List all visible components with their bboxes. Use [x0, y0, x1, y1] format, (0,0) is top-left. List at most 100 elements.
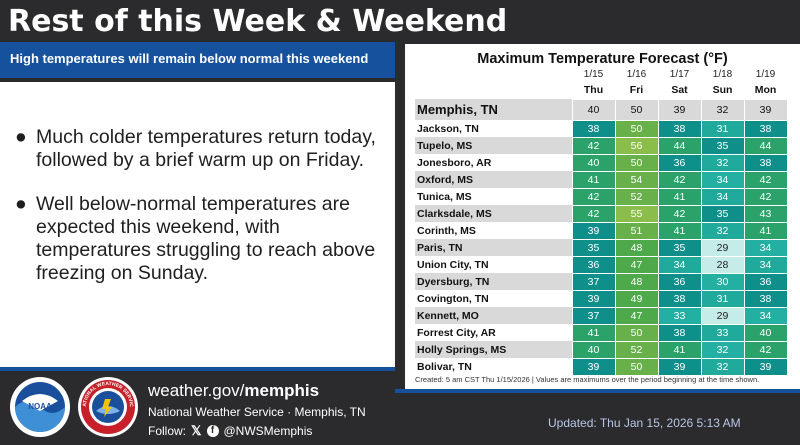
city-name: Corinth, MS: [417, 224, 476, 237]
temperature-cell: 34: [743, 255, 788, 274]
follow-row: Follow: 𝕏 f @NWSMemphis: [148, 423, 312, 439]
forecast-row: Paris, TN 35 48 35 29 34: [415, 238, 788, 257]
temperature-cell: 40: [743, 323, 788, 342]
temperature-cell: 29: [700, 306, 745, 325]
temperature-cell: 38: [571, 119, 616, 138]
temperature-cell: 35: [571, 238, 616, 257]
temperature-cell: 38: [743, 119, 788, 138]
temperature-cell: 50: [614, 119, 659, 138]
temperature-cell: 48: [614, 238, 659, 257]
forecast-row: Bolivar, TN 39 50 39 32 39: [415, 357, 788, 376]
temperature-cell: 39: [743, 357, 788, 376]
temperature-cell: 40: [571, 98, 616, 121]
corner-cell: [415, 68, 572, 82]
website-link[interactable]: weather.gov/memphis: [148, 380, 319, 402]
day-header: Sat: [671, 84, 688, 97]
temperature-cell: 31: [700, 289, 745, 308]
bullet-dot-icon: ●: [15, 126, 27, 148]
temperature-cell: 39: [571, 289, 616, 308]
temperature-cell: 31: [700, 119, 745, 138]
forecast-footnote: Created: 5 am CST Thu 1/15/2026 | Values…: [415, 375, 760, 384]
temperature-cell: 35: [700, 204, 745, 223]
temperature-cell: 41: [657, 187, 702, 206]
corner-cell: [415, 82, 572, 99]
temperature-cell: 39: [571, 221, 616, 240]
divider: [395, 389, 800, 393]
temperature-cell: 52: [614, 340, 659, 359]
forecast-row: Kennett, MO 37 47 33 29 34: [415, 306, 788, 325]
temperature-cell: 48: [614, 272, 659, 291]
day-header: Fri: [629, 84, 644, 97]
updated-timestamp: Updated: Thu Jan 15, 2026 5:13 AM: [548, 416, 741, 430]
temperature-cell: 38: [657, 119, 702, 138]
temperature-cell: 47: [614, 306, 659, 325]
temperature-cell: 38: [743, 289, 788, 308]
city-name: Covington, TN: [417, 292, 489, 305]
forecast-table: 1/15 1/16 1/17 1/18 1/19 Thu Fri Sat Sun…: [415, 68, 788, 376]
temperature-cell: 39: [743, 98, 788, 121]
page-title: Rest of this Week & Weekend: [8, 4, 508, 39]
facebook-icon[interactable]: f: [206, 425, 219, 437]
date-header: 1/16: [626, 69, 647, 80]
temperature-cell: 42: [743, 340, 788, 359]
temperature-cell: 50: [614, 98, 659, 121]
temperature-cell: 41: [657, 340, 702, 359]
subtitle-bar: [0, 42, 395, 78]
temperature-cell: 37: [571, 272, 616, 291]
forecast-title: Maximum Temperature Forecast (°F): [477, 51, 728, 67]
city-name: Union City, TN: [417, 258, 489, 271]
temperature-cell: 38: [657, 289, 702, 308]
temperature-cell: 42: [571, 187, 616, 206]
city-name: Oxford, MS: [415, 171, 572, 188]
temperature-cell: 54: [614, 170, 659, 189]
temperature-cell: 41: [657, 221, 702, 240]
forecast-row: Union City, TN 36 47 34 28 34: [415, 255, 788, 274]
city-name: Tupelo, MS: [415, 137, 572, 154]
date-header: 1/17: [669, 69, 690, 80]
bullet-item: ● Much colder temperatures return today, …: [14, 126, 384, 172]
temperature-cell: 34: [700, 187, 745, 206]
temperature-cell: 50: [614, 323, 659, 342]
x-icon[interactable]: 𝕏: [191, 423, 202, 438]
temperature-cell: 42: [571, 136, 616, 155]
temperature-cell: 37: [571, 306, 616, 325]
temperature-cell: 36: [571, 255, 616, 274]
temperature-cell: 30: [700, 272, 745, 291]
forecast-panel: Maximum Temperature Forecast (°F) 1/15 1…: [405, 44, 800, 389]
agency-name: National Weather Service · Memphis, TN: [148, 405, 366, 419]
temperature-cell: 34: [743, 306, 788, 325]
forecast-row: Jackson, TN 38 50 38 31 38: [415, 119, 788, 138]
temperature-cell: 55: [614, 204, 659, 223]
city-name: Paris, TN: [415, 239, 572, 256]
temperature-cell: 42: [571, 204, 616, 223]
city-name: Tunica, MS: [417, 190, 472, 203]
noaa-logo-text: NOAA: [28, 402, 52, 411]
date-header: 1/18: [712, 69, 733, 80]
forecast-row: Corinth, MS 39 51 41 32 41: [415, 221, 788, 240]
page-subtitle: High temperatures will remain below norm…: [10, 51, 369, 66]
forecast-row: Tunica, MS 42 52 41 34 42: [415, 187, 788, 206]
noaa-logo: NOAA: [10, 377, 70, 437]
temperature-cell: 43: [743, 204, 788, 223]
temperature-cell: 36: [657, 272, 702, 291]
temperature-cell: 32: [700, 153, 745, 172]
temperature-cell: 52: [614, 187, 659, 206]
forecast-row: Tupelo, MS 42 56 44 35 44: [415, 136, 788, 155]
temperature-cell: 39: [571, 357, 616, 376]
city-name: Jonesboro, AR: [417, 156, 492, 169]
bullet-list: ● Much colder temperatures return today, …: [14, 126, 384, 306]
site-bold: memphis: [244, 381, 320, 400]
city-name: Holly Springs, MS: [415, 341, 572, 358]
forecast-row: Holly Springs, MS 40 52 41 32 42: [415, 340, 788, 359]
forecast-row: Covington, TN 39 49 38 31 38: [415, 289, 788, 308]
temperature-cell: 32: [700, 357, 745, 376]
social-handle[interactable]: @NWSMemphis: [223, 424, 313, 438]
temperature-cell: 47: [614, 255, 659, 274]
temperature-cell: 50: [614, 357, 659, 376]
temperature-cell: 35: [700, 136, 745, 155]
temperature-cell: 39: [657, 357, 702, 376]
temperature-cell: 44: [657, 136, 702, 155]
temperature-cell: 44: [743, 136, 788, 155]
bullet-text: Well below-normal temperatures are expec…: [36, 193, 376, 284]
temperature-cell: 39: [657, 98, 702, 121]
